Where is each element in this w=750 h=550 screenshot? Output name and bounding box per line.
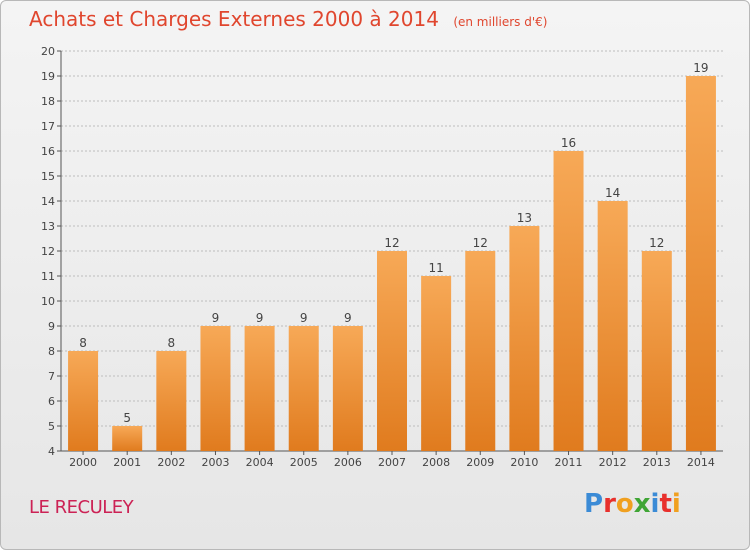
bar [332, 326, 363, 451]
data-label: 12 [473, 236, 488, 250]
bar [685, 76, 716, 451]
y-tick-label: 13 [41, 220, 55, 233]
y-tick-label: 15 [41, 170, 55, 183]
y-tick-label: 5 [48, 420, 55, 433]
y-tick-label: 10 [41, 295, 55, 308]
x-tick-label: 2013 [643, 456, 671, 469]
x-tick-label: 2000 [69, 456, 97, 469]
data-label: 9 [256, 311, 264, 325]
data-label: 19 [693, 61, 708, 75]
bar [553, 151, 584, 451]
x-tick-label: 2001 [113, 456, 141, 469]
logo-letter: i [650, 489, 660, 519]
x-tick-label: 2003 [201, 456, 229, 469]
data-label: 16 [561, 136, 576, 150]
data-label: 9 [212, 311, 220, 325]
bar [509, 226, 540, 451]
y-tick-label: 6 [48, 395, 55, 408]
bar [597, 201, 628, 451]
data-label: 12 [649, 236, 664, 250]
data-label: 9 [300, 311, 308, 325]
y-tick-label: 11 [41, 270, 55, 283]
x-tick-label: 2012 [599, 456, 627, 469]
x-tick-label: 2004 [246, 456, 274, 469]
labels: 4 5 6 7 8 9 10 11 12 13 14 15 16 17 18 19 20 2000 8 2001 5 20… [41, 45, 715, 469]
place-name: LE RECULEY [29, 497, 134, 518]
y-tick-label: 17 [41, 120, 55, 133]
data-label: 8 [168, 336, 176, 350]
x-tick-label: 2014 [687, 456, 715, 469]
y-tick-label: 12 [41, 245, 55, 258]
y-tick-label: 16 [41, 145, 55, 158]
y-tick-label: 9 [48, 320, 55, 333]
logo-letter: r [603, 489, 616, 519]
data-label: 12 [384, 236, 399, 250]
proxiti-logo[interactable]: Proxiti [584, 489, 681, 519]
y-tick-label: 4 [48, 445, 55, 458]
x-tick-label: 2005 [290, 456, 318, 469]
bar [421, 276, 452, 451]
logo-letter: P [584, 489, 604, 519]
x-tick-label: 2011 [555, 456, 583, 469]
y-tick-label: 20 [41, 45, 55, 58]
data-label: 11 [428, 261, 443, 275]
x-tick-label: 2007 [378, 456, 406, 469]
y-tick-label: 14 [41, 195, 55, 208]
x-tick-label: 2008 [422, 456, 450, 469]
bar [244, 326, 275, 451]
logo-letter: t [659, 489, 672, 519]
bar [112, 426, 143, 451]
bar [200, 326, 231, 451]
data-label: 9 [344, 311, 352, 325]
data-label: 14 [605, 186, 620, 200]
bar [465, 251, 496, 451]
bar [68, 351, 99, 451]
logo-letter: x [633, 489, 651, 519]
logo-letter: i [671, 489, 681, 519]
bar [377, 251, 407, 451]
bar [641, 251, 672, 451]
x-tick-label: 2010 [510, 456, 538, 469]
bars [68, 76, 716, 451]
x-tick-label: 2002 [157, 456, 185, 469]
chart-title: Achats et Charges Externes 2000 à 2014 (… [29, 7, 547, 31]
x-tick-label: 2009 [466, 456, 494, 469]
data-label: 13 [517, 211, 532, 225]
y-tick-label: 18 [41, 95, 55, 108]
chart-title-text: Achats et Charges Externes 2000 à 2014 [29, 7, 439, 31]
x-tick-label: 2006 [334, 456, 362, 469]
logo-letter: o [615, 489, 634, 519]
y-tick-label: 19 [41, 70, 55, 83]
data-label: 8 [79, 336, 87, 350]
unit-note: (en milliers d'€) [453, 15, 548, 29]
bar [288, 326, 319, 451]
y-tick-label: 8 [48, 345, 55, 358]
bar [156, 351, 187, 451]
data-label: 5 [123, 411, 131, 425]
y-tick-label: 7 [48, 370, 55, 383]
